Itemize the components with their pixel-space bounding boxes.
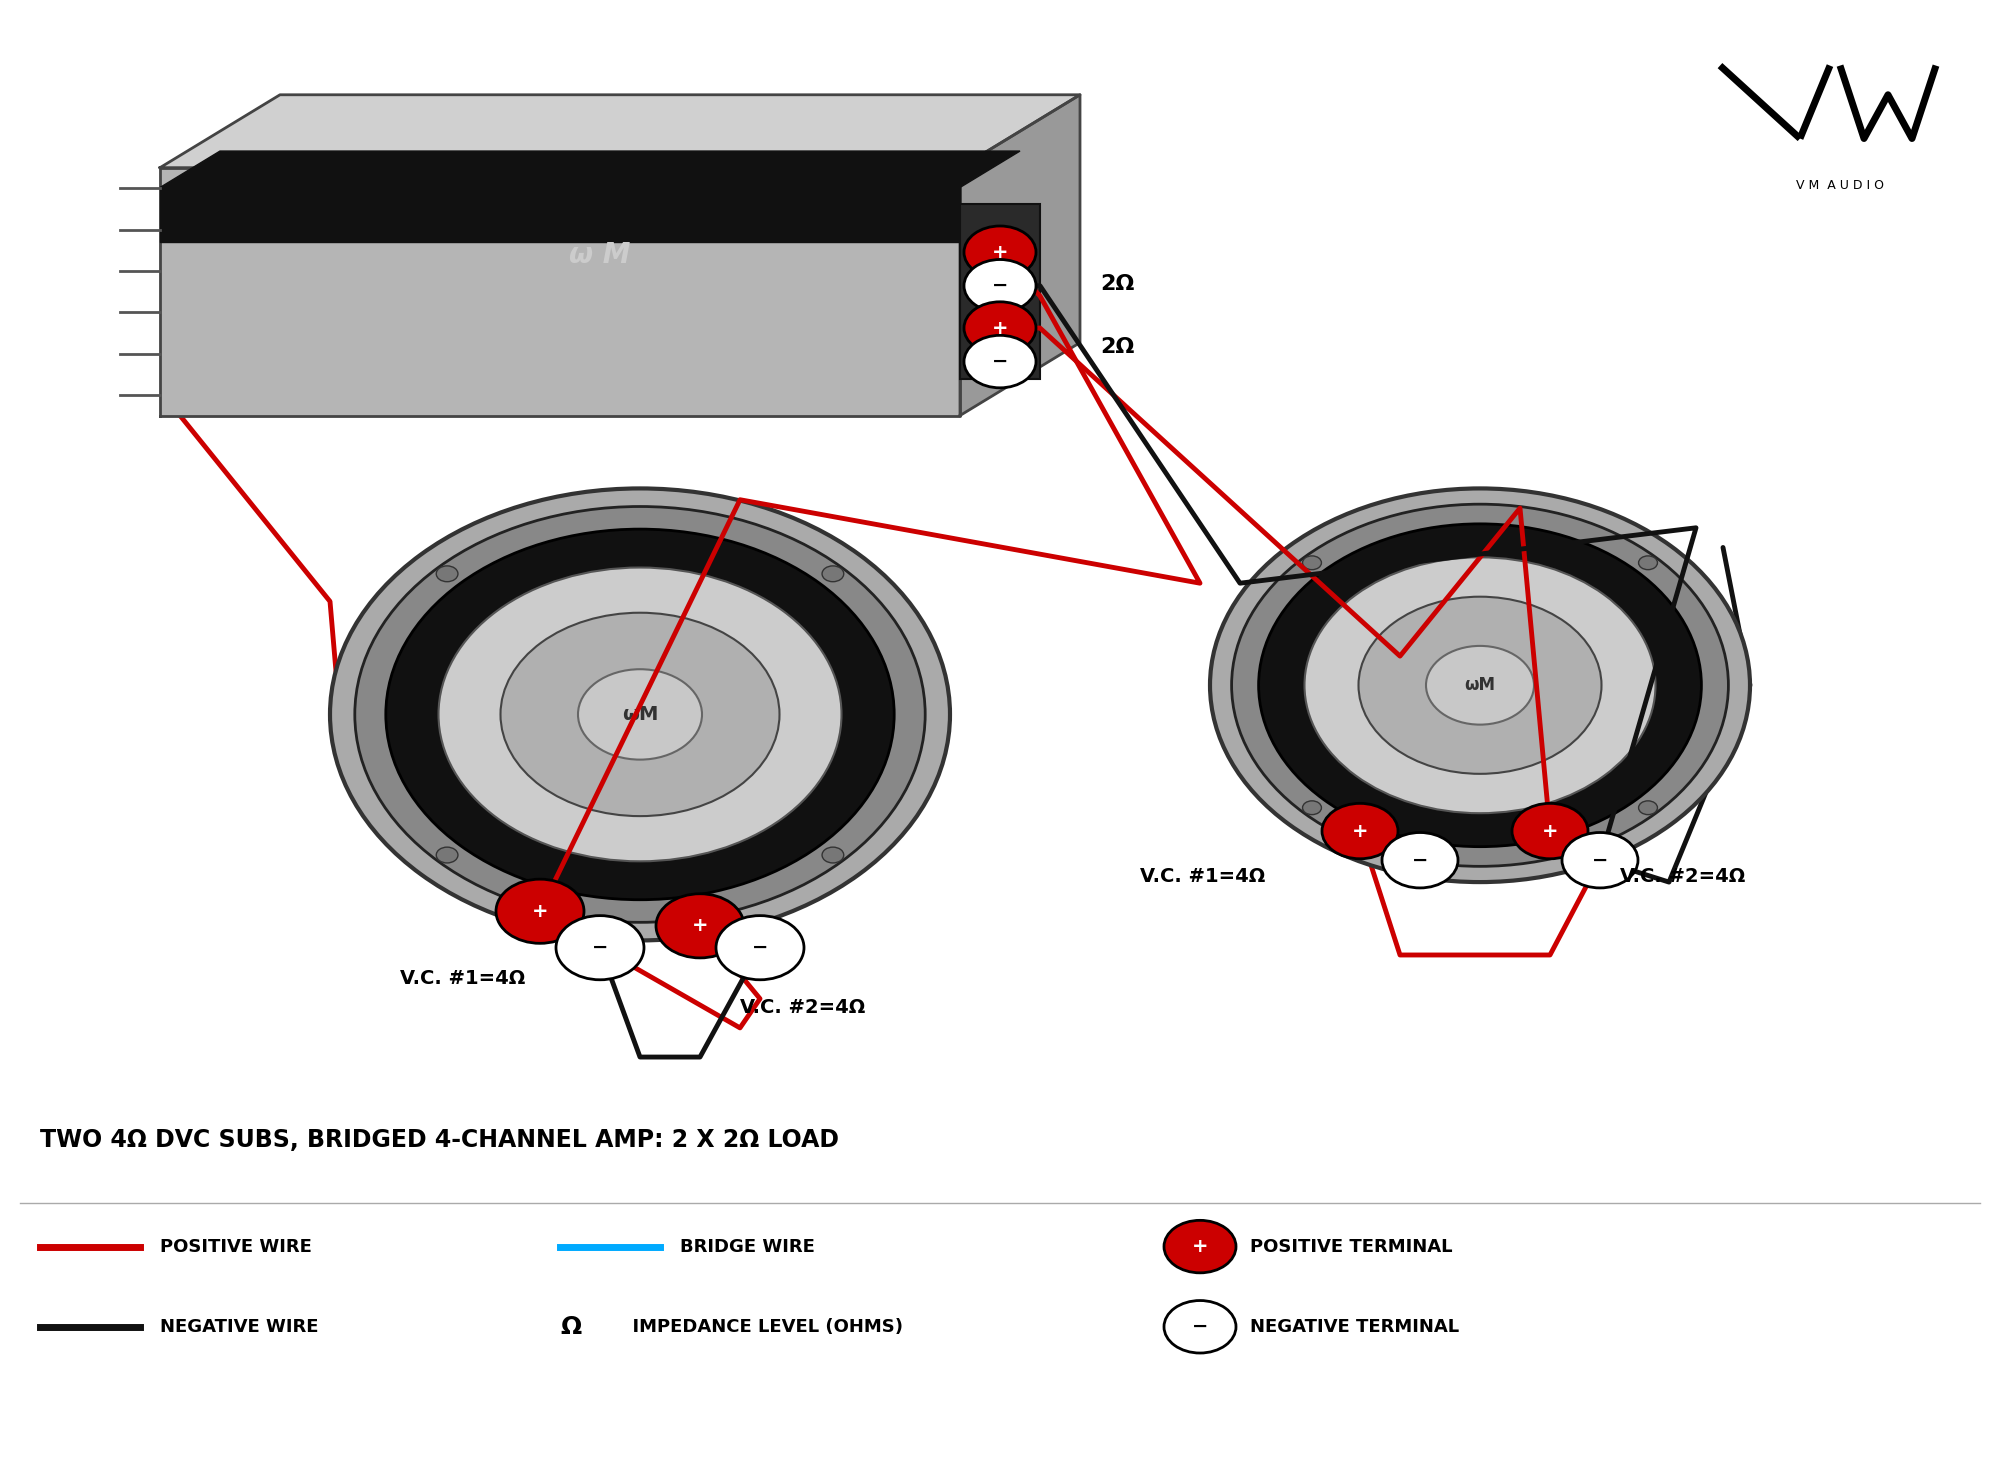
Text: −: − (1412, 850, 1428, 870)
Circle shape (1562, 833, 1638, 888)
Circle shape (436, 566, 458, 582)
Text: NEGATIVE WIRE: NEGATIVE WIRE (160, 1318, 318, 1336)
Text: V.C. #2=4Ω: V.C. #2=4Ω (1620, 868, 1746, 886)
Text: −: − (992, 276, 1008, 296)
Bar (960, 204, 1040, 379)
Circle shape (386, 529, 894, 900)
Circle shape (1426, 646, 1534, 725)
Text: BRIDGE WIRE: BRIDGE WIRE (680, 1238, 814, 1255)
Text: +: + (1192, 1236, 1208, 1257)
Text: POSITIVE TERMINAL: POSITIVE TERMINAL (1250, 1238, 1452, 1255)
Circle shape (656, 894, 744, 958)
Circle shape (1258, 523, 1702, 847)
Circle shape (1638, 555, 1658, 570)
Circle shape (1322, 803, 1398, 859)
Text: Ω: Ω (560, 1315, 582, 1338)
Polygon shape (160, 95, 1080, 168)
Circle shape (354, 506, 926, 923)
Text: ωM: ωM (622, 704, 658, 725)
Text: −: − (992, 351, 1008, 372)
Circle shape (1210, 488, 1750, 882)
Circle shape (822, 847, 844, 863)
Text: POSITIVE WIRE: POSITIVE WIRE (160, 1238, 312, 1255)
Circle shape (964, 302, 1036, 354)
Text: 2Ω: 2Ω (1100, 337, 1134, 357)
Circle shape (496, 879, 584, 943)
Text: NEGATIVE TERMINAL: NEGATIVE TERMINAL (1250, 1318, 1460, 1336)
Text: −: − (592, 937, 608, 958)
Text: V.C. #1=4Ω: V.C. #1=4Ω (1140, 868, 1266, 886)
Circle shape (1302, 800, 1322, 815)
Text: +: + (992, 318, 1008, 338)
Circle shape (964, 226, 1036, 278)
Text: IMPEDANCE LEVEL (OHMS): IMPEDANCE LEVEL (OHMS) (620, 1318, 904, 1336)
Polygon shape (160, 168, 960, 416)
Circle shape (1638, 800, 1658, 815)
Text: V.C. #1=4Ω: V.C. #1=4Ω (400, 970, 526, 989)
Circle shape (438, 567, 842, 862)
Text: +: + (1542, 821, 1558, 841)
Circle shape (716, 916, 804, 980)
Circle shape (1302, 555, 1322, 570)
Text: +: + (532, 901, 548, 921)
Text: +: + (992, 242, 1008, 262)
Circle shape (964, 260, 1036, 312)
Text: ωM: ωM (1464, 677, 1496, 694)
Circle shape (578, 669, 702, 760)
Text: ω M: ω M (570, 241, 630, 270)
Circle shape (964, 335, 1036, 388)
Polygon shape (160, 152, 1020, 188)
Polygon shape (160, 188, 960, 242)
Text: −: − (1192, 1317, 1208, 1337)
Circle shape (1512, 803, 1588, 859)
Text: V M  A U D I O: V M A U D I O (1796, 179, 1884, 192)
Text: V.C. #2=4Ω: V.C. #2=4Ω (740, 999, 866, 1018)
Circle shape (1164, 1301, 1236, 1353)
Circle shape (1232, 504, 1728, 866)
Text: −: − (1592, 850, 1608, 870)
Circle shape (330, 488, 950, 940)
Circle shape (436, 847, 458, 863)
Text: +: + (692, 916, 708, 936)
Text: −: − (752, 937, 768, 958)
Circle shape (556, 916, 644, 980)
Text: TWO 4Ω DVC SUBS, BRIDGED 4-CHANNEL AMP: 2 X 2Ω LOAD: TWO 4Ω DVC SUBS, BRIDGED 4-CHANNEL AMP: … (40, 1128, 840, 1152)
Polygon shape (960, 95, 1080, 416)
Circle shape (822, 566, 844, 582)
Circle shape (1382, 833, 1458, 888)
Text: +: + (1352, 821, 1368, 841)
Circle shape (1304, 557, 1656, 814)
Text: 2Ω: 2Ω (1100, 274, 1134, 295)
Circle shape (1164, 1220, 1236, 1273)
Circle shape (500, 612, 780, 816)
Circle shape (1358, 596, 1602, 774)
